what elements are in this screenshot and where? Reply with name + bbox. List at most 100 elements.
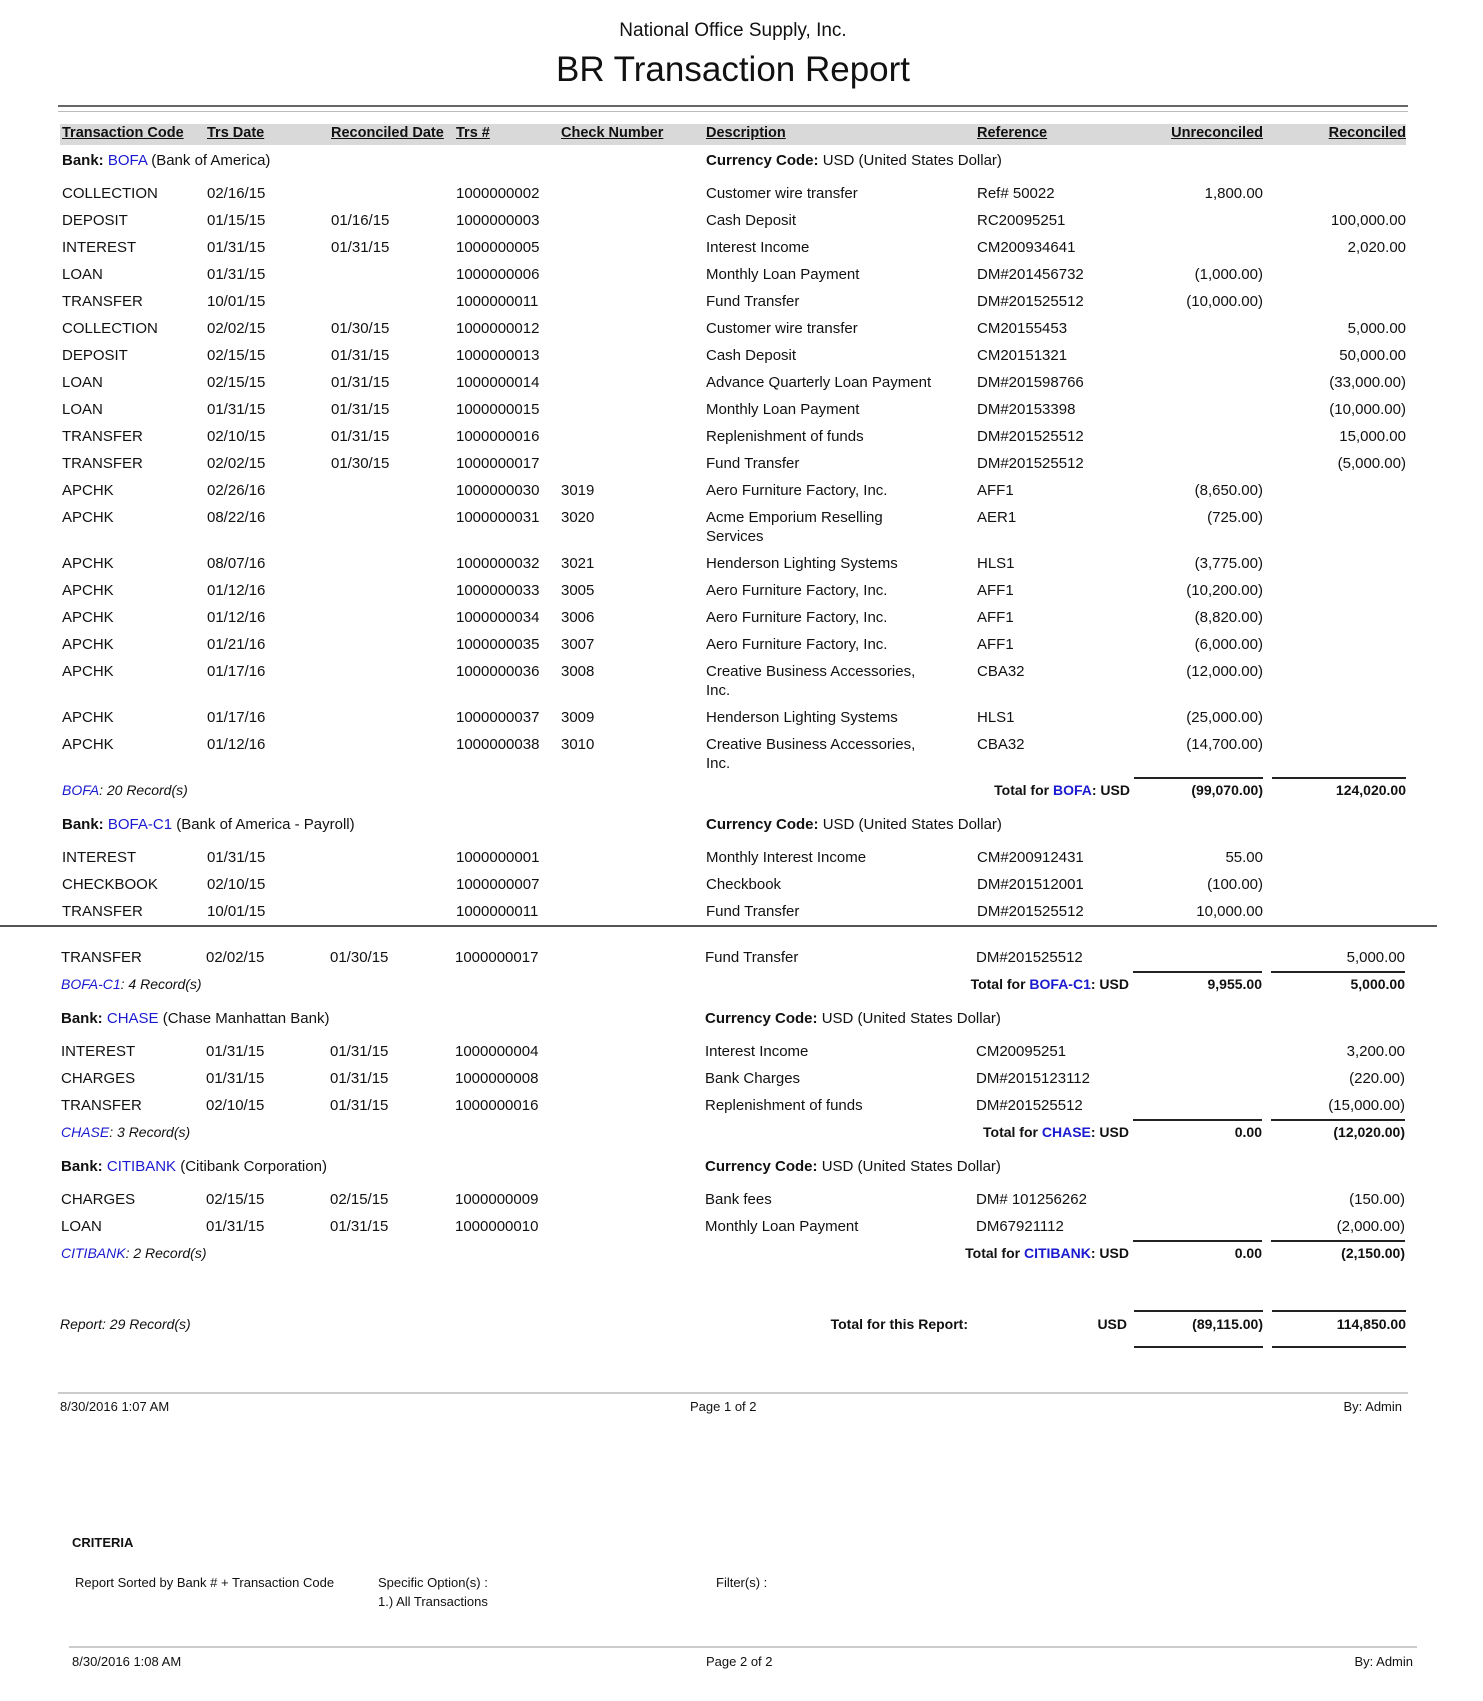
- tx-reference: DM#20153398: [977, 401, 1076, 418]
- bank-record-count: CITIBANK: 2 Record(s): [61, 1244, 207, 1263]
- tx-date: 02/02/15: [206, 949, 265, 966]
- tx-unreconciled: 10,000.00: [1196, 903, 1263, 920]
- tx-number: 1000000016: [455, 1097, 539, 1114]
- tx-number: 1000000037: [456, 709, 540, 726]
- tx-date: 02/02/15: [207, 455, 266, 472]
- table-row: LOAN 01/31/15 01/31/15 1000000015 Monthly Lo…: [0, 396, 1483, 423]
- tx-reference: CM200934641: [977, 239, 1076, 256]
- tx-date: 08/22/16: [207, 509, 266, 526]
- col-trs-date[interactable]: Trs Date: [207, 125, 265, 141]
- tx-number: 1000000013: [456, 347, 540, 364]
- bank-code-link[interactable]: BOFA-C1: [61, 976, 121, 992]
- tx-check-number: 3009: [561, 709, 595, 726]
- bank-total-row: BOFA: 20 Record(s) Total for BOFA: USD (99…: [0, 777, 1483, 804]
- bank-code-link[interactable]: CITIBANK: [106, 1158, 177, 1175]
- tx-code: LOAN: [62, 374, 103, 391]
- bank-label-text: Bank:: [62, 816, 104, 833]
- report-total-currency: USD: [1097, 1316, 1127, 1332]
- bank-code-link[interactable]: CHASE: [61, 1124, 110, 1140]
- tx-reference: DM#201525512: [976, 1097, 1083, 1114]
- tx-reconciled-date: 01/16/15: [331, 212, 390, 229]
- criteria-heading: CRITERIA: [72, 1535, 134, 1550]
- tx-number: 1000000017: [455, 949, 539, 966]
- tx-code: APCHK: [62, 482, 114, 499]
- tx-date: 01/31/15: [206, 1218, 265, 1235]
- total-for-text: Total for: [965, 1245, 1021, 1261]
- tx-code: APCHK: [62, 582, 114, 599]
- tx-date: 01/15/15: [207, 212, 266, 229]
- tx-reconciled: (220.00): [1349, 1070, 1405, 1087]
- tx-number: 1000000016: [456, 428, 540, 445]
- tx-description: Customer wire transfer: [706, 320, 858, 337]
- tx-description: Interest Income: [706, 239, 810, 256]
- tx-description: Aero Furniture Factory, Inc.: [706, 636, 888, 653]
- tx-date: 01/12/16: [207, 736, 266, 753]
- tx-code: TRANSFER: [62, 455, 143, 472]
- tx-number: 1000000015: [456, 401, 540, 418]
- tx-reconciled-date: 01/31/15: [331, 347, 390, 364]
- bank-code-link[interactable]: BOFA: [1052, 782, 1092, 798]
- tx-reference: CM#200912431: [977, 849, 1084, 866]
- col-description[interactable]: Description: [706, 125, 786, 141]
- tx-reconciled: (150.00): [1349, 1191, 1405, 1208]
- tx-code: APCHK: [62, 609, 114, 626]
- col-transaction-code[interactable]: Transaction Code: [62, 125, 184, 141]
- tx-check-number: 3021: [561, 555, 595, 572]
- tx-description: Fund Transfer: [706, 903, 800, 920]
- col-trs-no[interactable]: Trs #: [456, 125, 490, 141]
- tx-number: 1000000005: [456, 239, 540, 256]
- tx-description: Monthly Interest Income: [706, 849, 867, 866]
- title-divider: [58, 105, 1408, 107]
- col-reconciled[interactable]: Reconciled: [1328, 125, 1406, 141]
- criteria-option-1: 1.) All Transactions: [378, 1594, 488, 1609]
- col-check-number[interactable]: Check Number: [561, 125, 664, 141]
- tx-reconciled-date: 01/30/15: [331, 455, 390, 472]
- record-count-text: : 4 Record(s): [120, 976, 202, 992]
- tx-number: 1000000038: [456, 736, 540, 753]
- bank-code-link[interactable]: BOFA: [107, 152, 148, 169]
- tx-code: APCHK: [62, 709, 114, 726]
- col-unreconciled[interactable]: Unreconciled: [1171, 125, 1263, 141]
- bank-code-link[interactable]: BOFA: [62, 782, 100, 798]
- tx-code: TRANSFER: [62, 428, 143, 445]
- tx-unreconciled: (10,000.00): [1186, 293, 1263, 310]
- col-reference[interactable]: Reference: [977, 125, 1048, 141]
- tx-check-number: 3008: [561, 663, 595, 680]
- col-reconciled-date[interactable]: Reconciled Date: [331, 125, 444, 141]
- currency-value: USD (United States Dollar): [821, 1010, 1001, 1027]
- table-row: APCHK 01/17/16 1000000036 3008 Creative Busi…: [0, 658, 1483, 704]
- bank-code-link[interactable]: CHASE: [1041, 1124, 1091, 1140]
- bank-code-link[interactable]: CHASE: [106, 1010, 159, 1027]
- bank-total-row: CHASE: 3 Record(s) Total for CHASE: USD 0.…: [0, 1119, 1482, 1146]
- bank-code-link[interactable]: CITIBANK: [1023, 1245, 1091, 1261]
- bank-total-label: Total for BOFA-C1: USD: [971, 975, 1129, 994]
- currency-value: USD (United States Dollar): [821, 1158, 1001, 1175]
- tx-date: 01/17/16: [207, 709, 266, 726]
- tx-date: 01/12/16: [207, 582, 266, 599]
- footer-divider: [58, 1392, 1408, 1394]
- tx-description: Acme Emporium Reselling Services: [706, 509, 883, 545]
- bank-code-link[interactable]: CITIBANK: [61, 1245, 126, 1261]
- table-row: APCHK 01/21/16 1000000035 3007 Aero Furnitur…: [0, 631, 1483, 658]
- table-row: APCHK 01/17/16 1000000037 3009 Henderson Lig…: [0, 704, 1483, 731]
- tx-code: LOAN: [61, 1218, 102, 1235]
- tx-date: 01/31/15: [206, 1043, 265, 1060]
- tx-unreconciled: 1,800.00: [1204, 185, 1263, 202]
- tx-code: APCHK: [62, 555, 114, 572]
- tx-description: Bank fees: [705, 1191, 772, 1208]
- bank-header: Bank: CITIBANK (Citibank Corporation) Cur…: [0, 1153, 1482, 1186]
- tx-unreconciled: (8,820.00): [1194, 609, 1263, 626]
- tx-reconciled: (33,000.00): [1329, 374, 1406, 391]
- tx-reference: CM20151321: [977, 347, 1068, 364]
- table-row: TRANSFER 02/10/15 01/31/15 1000000016 Replen…: [0, 1092, 1482, 1119]
- table-row: TRANSFER 02/02/15 01/30/15 1000000017 Fund T…: [0, 944, 1482, 971]
- bank-record-count: CHASE: 3 Record(s): [61, 1123, 190, 1142]
- bank-code-link[interactable]: BOFA-C1: [1029, 976, 1091, 992]
- report-total-row: Report: 29 Record(s) Total for this Repo…: [0, 1310, 1483, 1350]
- bank-code-link[interactable]: BOFA-C1: [107, 816, 173, 833]
- table-row: INTEREST 01/31/15 01/31/15 1000000005 Intere…: [0, 234, 1483, 261]
- tx-date: 02/15/15: [207, 347, 266, 364]
- bank-header: Bank: BOFA-C1 (Bank of America - Payroll…: [0, 811, 1483, 844]
- tx-description: Aero Furniture Factory, Inc.: [706, 482, 888, 499]
- tx-reference: DM#2015123112: [976, 1070, 1090, 1087]
